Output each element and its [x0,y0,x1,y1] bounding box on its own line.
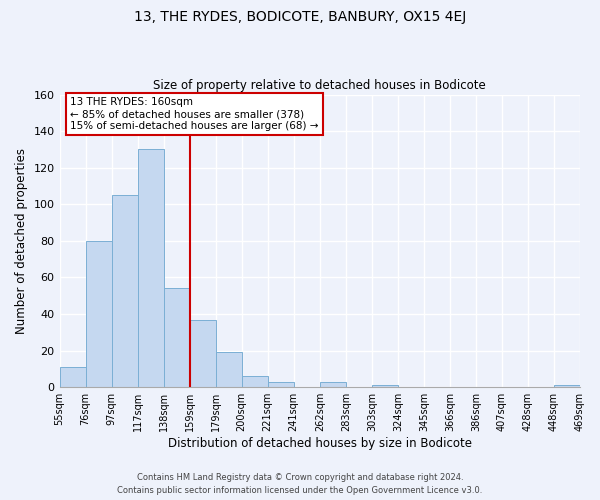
Bar [372,386,398,387]
Bar [190,320,215,387]
Bar [215,352,242,387]
Bar [86,241,112,387]
Text: Contains HM Land Registry data © Crown copyright and database right 2024.
Contai: Contains HM Land Registry data © Crown c… [118,474,482,495]
Text: 13, THE RYDES, BODICOTE, BANBURY, OX15 4EJ: 13, THE RYDES, BODICOTE, BANBURY, OX15 4… [134,10,466,24]
Y-axis label: Number of detached properties: Number of detached properties [15,148,28,334]
Bar [320,382,346,387]
Bar [112,195,137,387]
Bar [164,288,190,387]
Bar [268,382,294,387]
Bar [554,386,580,387]
Bar [59,367,86,387]
Text: 13 THE RYDES: 160sqm
← 85% of detached houses are smaller (378)
15% of semi-deta: 13 THE RYDES: 160sqm ← 85% of detached h… [70,98,319,130]
Title: Size of property relative to detached houses in Bodicote: Size of property relative to detached ho… [154,79,486,92]
Bar [137,150,164,387]
Bar [242,376,268,387]
X-axis label: Distribution of detached houses by size in Bodicote: Distribution of detached houses by size … [168,437,472,450]
